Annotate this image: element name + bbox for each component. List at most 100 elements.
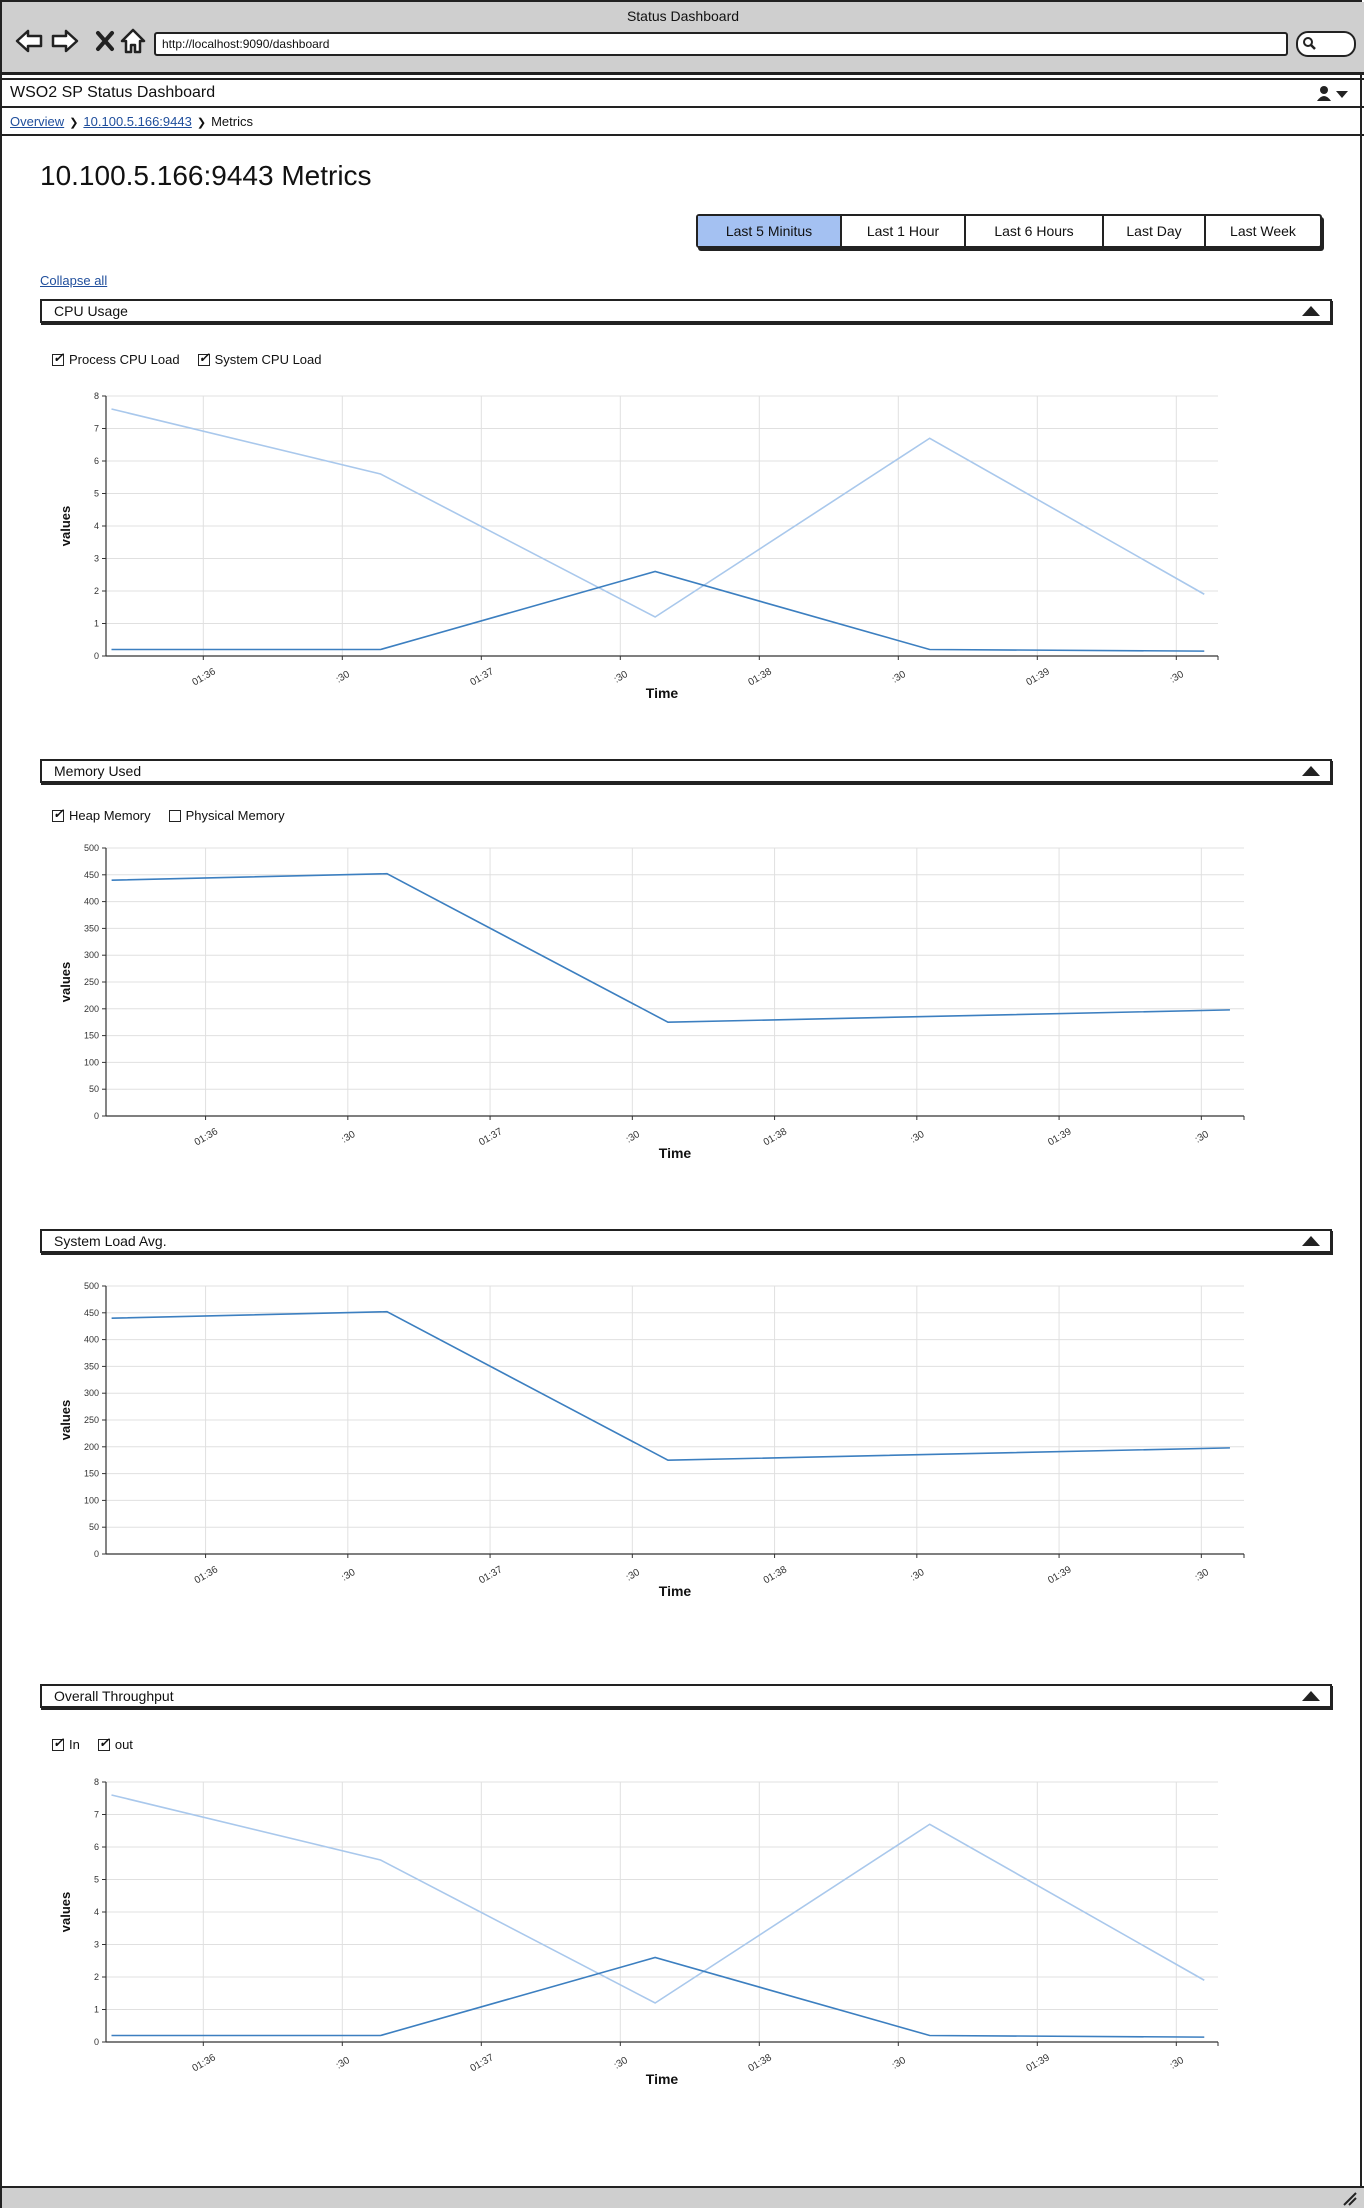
back-icon[interactable] bbox=[14, 26, 44, 56]
legend-physical-memory[interactable]: Physical Memory bbox=[168, 808, 285, 823]
checkbox-icon bbox=[97, 1735, 110, 1751]
collapse-all-link[interactable]: Collapse all bbox=[40, 273, 108, 288]
y-tick-label: 500 bbox=[84, 1281, 99, 1291]
y-tick-label: 4 bbox=[94, 521, 99, 531]
y-axis-label: values bbox=[58, 1892, 73, 1932]
range-last-day[interactable]: Last Day bbox=[1104, 216, 1206, 246]
legend-process-cpu[interactable]: Process CPU Load bbox=[52, 350, 180, 367]
y-tick-label: 8 bbox=[94, 391, 99, 401]
y-axis-label: values bbox=[58, 506, 73, 546]
app-title: WSO2 SP Status Dashboard bbox=[10, 84, 216, 101]
x-tick-label: :30 bbox=[1168, 669, 1186, 686]
collapse-icon[interactable] bbox=[1302, 1236, 1320, 1246]
x-tick-label: 01:38 bbox=[746, 666, 774, 688]
series-line-process-cpu-load bbox=[111, 570, 1205, 652]
y-tick-label: 6 bbox=[94, 1842, 99, 1852]
panel-memory-used-header[interactable]: Memory Used bbox=[40, 759, 1332, 783]
y-tick-label: 8 bbox=[94, 1777, 99, 1787]
x-tick-label: 01:38 bbox=[762, 1126, 790, 1148]
collapse-icon[interactable] bbox=[1302, 306, 1320, 316]
x-tick-label: :30 bbox=[1193, 1129, 1211, 1146]
panel-system-load-header[interactable]: System Load Avg. bbox=[40, 1229, 1332, 1253]
x-tick-label: :30 bbox=[890, 2055, 908, 2072]
url-input[interactable]: http://localhost:9090/dashboard bbox=[154, 32, 1288, 56]
y-tick-label: 400 bbox=[84, 897, 99, 907]
legend-in[interactable]: In bbox=[52, 1735, 80, 1752]
range-last-6-hours[interactable]: Last 6 Hours bbox=[966, 216, 1104, 246]
y-tick-label: 500 bbox=[84, 843, 99, 853]
x-tick-label: 01:38 bbox=[746, 2052, 774, 2074]
y-tick-label: 5 bbox=[94, 1875, 99, 1885]
panel-title: Memory Used bbox=[54, 763, 142, 779]
x-tick-label: :30 bbox=[909, 1567, 927, 1584]
x-tick-label: 01:37 bbox=[477, 1126, 505, 1148]
user-menu-button[interactable] bbox=[1314, 84, 1354, 104]
range-last-1-hour[interactable]: Last 1 Hour bbox=[842, 216, 966, 246]
collapse-icon[interactable] bbox=[1302, 766, 1320, 776]
x-tick-label: :30 bbox=[624, 1567, 642, 1584]
y-tick-label: 0 bbox=[94, 651, 99, 661]
y-tick-label: 50 bbox=[89, 1084, 99, 1094]
panel-throughput-header[interactable]: Overall Throughput bbox=[40, 1684, 1332, 1708]
throughput-chart: 0 1 2 3 4 5 6 7 8 01:36:30 01:37:30 01:38:30 01:39:3… bbox=[58, 1777, 1219, 2087]
series-line-in bbox=[111, 1956, 1205, 2038]
breadcrumb-node[interactable]: 10.100.5.166:9443 bbox=[83, 114, 192, 129]
y-tick-label: 6 bbox=[94, 456, 99, 466]
y-tick-label: 350 bbox=[84, 1361, 99, 1371]
forward-icon[interactable] bbox=[50, 26, 80, 56]
system-load-chart: 0 50 100 150 200 250 300 350 400 450 500 01:36:30 01… bbox=[58, 1281, 1245, 1599]
home-icon[interactable] bbox=[118, 26, 148, 56]
x-axis-label: Time bbox=[659, 1145, 692, 1161]
range-last-5-minutes[interactable]: Last 5 Minitus bbox=[698, 216, 842, 246]
breadcrumb-overview[interactable]: Overview bbox=[10, 114, 65, 129]
panel-title: CPU Usage bbox=[54, 303, 128, 319]
checkbox-icon bbox=[197, 350, 210, 366]
series-line-out bbox=[111, 1794, 1205, 2004]
collapse-icon[interactable] bbox=[1302, 1691, 1320, 1701]
y-tick-label: 450 bbox=[84, 870, 99, 880]
y-tick-label: 300 bbox=[84, 950, 99, 960]
y-axis-label: values bbox=[58, 1400, 73, 1440]
y-tick-label: 7 bbox=[94, 1810, 99, 1820]
checkbox-icon bbox=[168, 809, 181, 822]
x-tick-label: 01:36 bbox=[190, 666, 218, 688]
y-tick-label: 350 bbox=[84, 923, 99, 933]
y-tick-label: 150 bbox=[84, 1031, 99, 1041]
y-tick-label: 400 bbox=[84, 1335, 99, 1345]
legend-heap-memory[interactable]: Heap Memory bbox=[52, 806, 151, 823]
range-last-week[interactable]: Last Week bbox=[1230, 223, 1296, 239]
x-tick-label: 01:39 bbox=[1046, 1564, 1074, 1586]
x-axis-label: Time bbox=[659, 1583, 692, 1599]
window-title: Status Dashboard bbox=[626, 8, 740, 24]
y-tick-label: 3 bbox=[94, 554, 99, 564]
x-tick-label: :30 bbox=[1193, 1567, 1211, 1584]
y-tick-label: 300 bbox=[84, 1388, 99, 1398]
checkbox-icon bbox=[52, 806, 64, 822]
page-title: 10.100.5.166:9443 Metrics bbox=[40, 160, 372, 191]
x-tick-label: :30 bbox=[340, 1567, 358, 1584]
x-tick-label: :30 bbox=[624, 1129, 642, 1146]
memory-used-chart: 0 50 100 150 200 250 300 350 400 450 500 01:36:30 01… bbox=[58, 843, 1245, 1161]
legend-system-cpu[interactable]: System CPU Load bbox=[197, 350, 322, 367]
x-tick-label: 01:36 bbox=[193, 1126, 221, 1148]
legend-out[interactable]: out bbox=[97, 1735, 133, 1752]
x-tick-label: 01:39 bbox=[1024, 2052, 1052, 2074]
stop-icon[interactable] bbox=[90, 26, 120, 56]
chevron-down-icon bbox=[1336, 91, 1348, 98]
x-tick-label: 01:37 bbox=[468, 2052, 496, 2074]
panel-cpu-usage-header[interactable]: CPU Usage bbox=[40, 299, 1332, 323]
resize-grip-icon[interactable] bbox=[1340, 2190, 1358, 2206]
series-line-system-cpu-load bbox=[111, 408, 1205, 618]
x-tick-label: :30 bbox=[334, 2055, 352, 2072]
y-tick-label: 200 bbox=[84, 1442, 99, 1452]
y-tick-label: 2 bbox=[94, 586, 99, 596]
status-bar bbox=[2, 2186, 1364, 2208]
cpu-legend: Process CPU Load System CPU Load bbox=[52, 350, 322, 367]
x-tick-label: :30 bbox=[612, 669, 630, 686]
chevron-right-icon: ❯ bbox=[196, 117, 207, 129]
series-line-heap-memory bbox=[111, 872, 1230, 1024]
y-tick-label: 100 bbox=[84, 1495, 99, 1505]
browser-search[interactable] bbox=[1296, 31, 1356, 57]
user-icon bbox=[1317, 86, 1331, 101]
checkbox-icon bbox=[52, 1735, 64, 1751]
